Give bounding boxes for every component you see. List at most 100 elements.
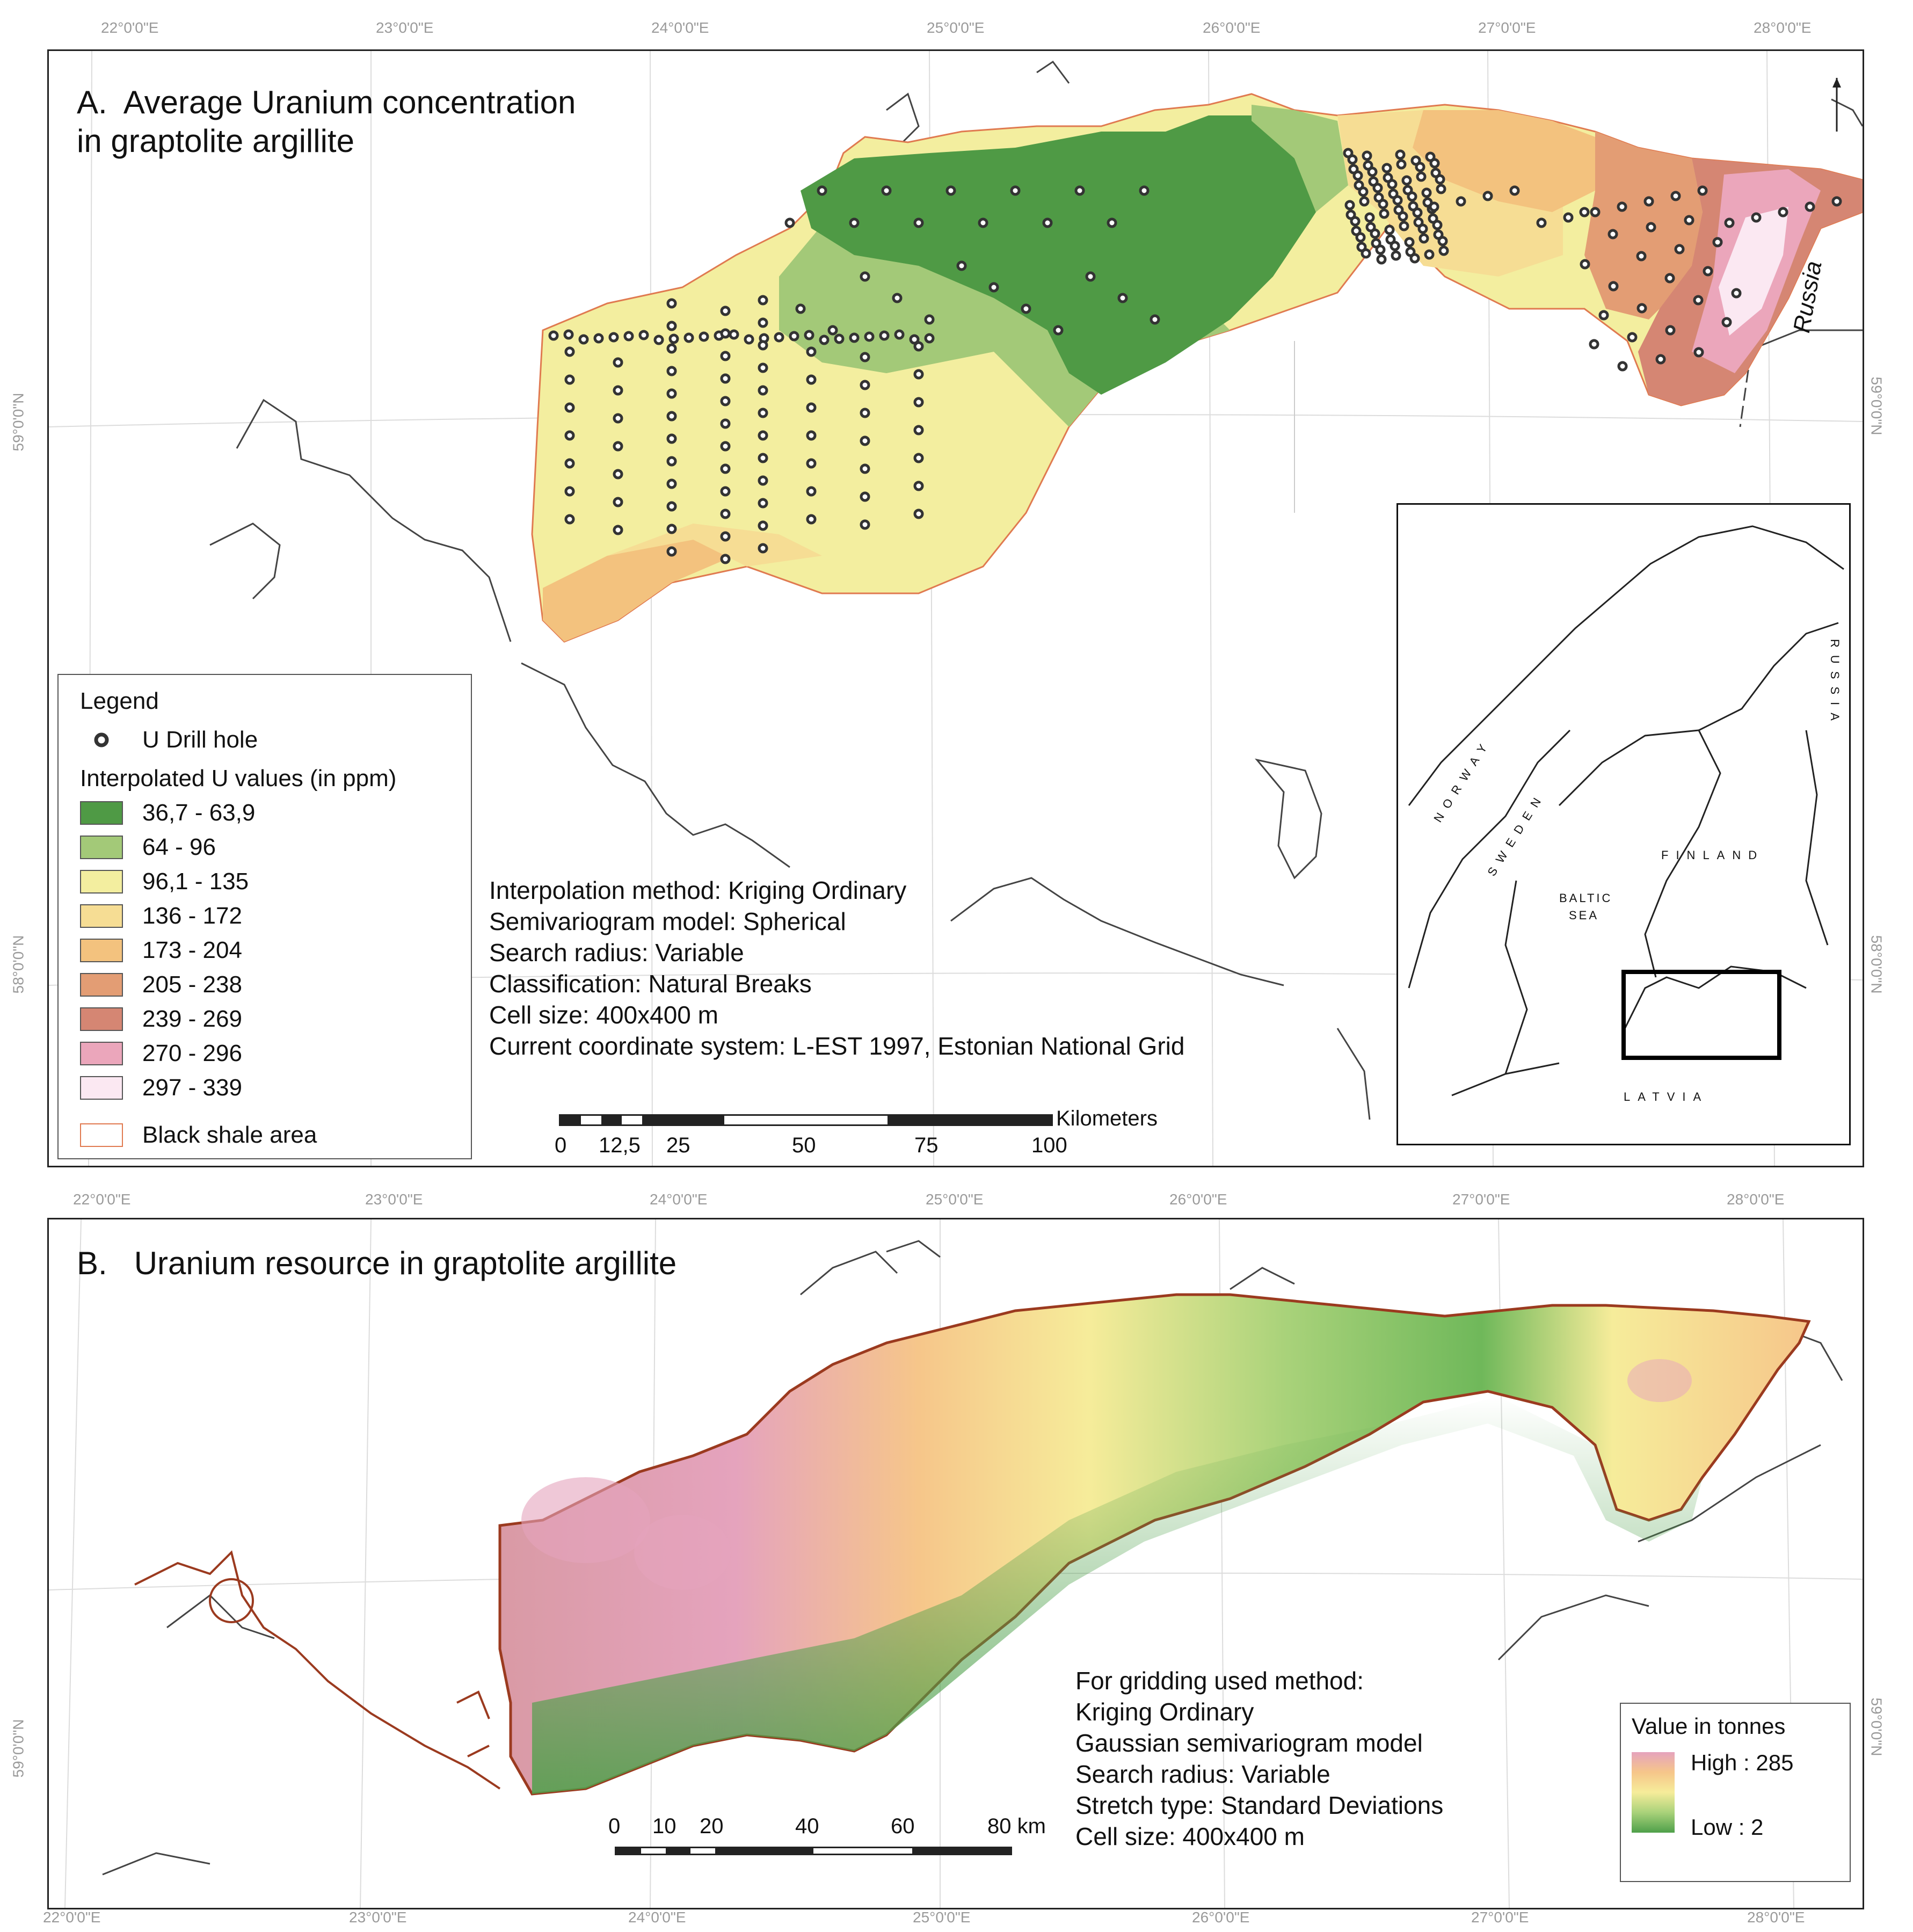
lat-label-59n-right-a: 59°0'0"N: [1868, 376, 1885, 435]
drill-hole-marker: [1085, 271, 1096, 282]
surface-class-salmon-east: [1584, 132, 1703, 319]
drill-hole-marker: [864, 331, 875, 342]
drill-hole-marker: [1344, 200, 1355, 210]
drill-hole-marker: [1379, 208, 1390, 219]
drill-hole-marker: [720, 396, 731, 406]
drill-hole-marker: [720, 441, 731, 452]
drill-hole-marker: [668, 333, 679, 344]
drill-hole-marker: [806, 514, 817, 525]
drill-hole-marker: [1407, 191, 1417, 202]
drill-hole-marker: [758, 520, 768, 531]
drill-hole-marker: [1359, 196, 1370, 207]
drill-hole-marker: [1107, 217, 1117, 228]
panel-b-resource-surface: [498, 1293, 1811, 1796]
drill-hole-marker: [1376, 254, 1387, 265]
panel-a-title: A. Average Uranium concentration in grap…: [77, 83, 576, 161]
drill-hole-marker: [1398, 211, 1408, 222]
legend-drill-hole-label: U Drill hole: [142, 727, 258, 753]
drill-hole-marker: [1390, 241, 1400, 251]
drill-hole-marker: [913, 425, 924, 435]
drill-hole-marker: [1436, 184, 1446, 194]
drill-hole-marker: [795, 303, 806, 314]
panel-b-coastline: [102, 1240, 1843, 1876]
drill-hole-marker: [1415, 162, 1425, 172]
drill-hole-marker: [913, 217, 924, 228]
drill-hole-marker: [1697, 185, 1708, 196]
legend-class-swatch: [80, 939, 123, 962]
drill-hole-marker: [1372, 183, 1383, 193]
inset-label-russia: RUSSIA: [1828, 639, 1842, 728]
lon-label-25e-top-a: 25°0'0"E: [927, 19, 985, 36]
drill-hole-marker: [892, 293, 903, 303]
surface-class-white-pink-east: [1719, 207, 1788, 336]
legend-row-class: 205 - 238: [80, 971, 242, 998]
legend-class-label: 64 - 96: [142, 834, 216, 860]
value-legend-high: High : 285: [1691, 1750, 1794, 1775]
panel-b-scale-tick-0: 0: [608, 1814, 621, 1838]
panel-a-title-line2: in graptolite argillite: [77, 123, 354, 159]
lon-label-25e-mid: 25°0'0"E: [926, 1191, 984, 1208]
drill-hole-marker: [1378, 199, 1388, 209]
drill-hole-marker: [789, 331, 799, 342]
drill-hole-marker: [1421, 187, 1432, 198]
drill-hole-marker: [578, 334, 589, 345]
drill-hole-marker: [1347, 154, 1358, 165]
panel-a-note-cell-size: Cell size: 400x400 m: [489, 1001, 718, 1029]
panel-a-scalebar: [559, 1114, 1053, 1126]
drill-hole-marker: [720, 351, 731, 361]
drill-hole-marker: [758, 498, 768, 509]
drill-hole-marker: [945, 185, 956, 196]
north-arrow-icon: [1832, 78, 1841, 132]
legend-class-label: 297 - 339: [142, 1074, 242, 1101]
inset-coastlines: [1408, 525, 1844, 1096]
drill-hole-marker: [1617, 361, 1628, 372]
lat-label-58n-right-a: 58°0'0"N: [1868, 935, 1885, 994]
lat-label-59n-left-b: 59°0'0"N: [10, 1719, 27, 1778]
drill-hole-marker: [1392, 195, 1403, 206]
drill-hole-marker: [1831, 196, 1842, 207]
drill-hole-marker: [1419, 233, 1429, 244]
drill-hole-marker: [1412, 207, 1423, 218]
drill-hole-marker: [956, 260, 967, 271]
panel-a-legend: Legend U Drill hole Interpolated U value…: [57, 674, 472, 1159]
drill-hole-marker: [1395, 149, 1406, 160]
value-legend-low: Low : 2: [1691, 1814, 1764, 1840]
drill-hole-symbol-icon: [94, 732, 109, 747]
drill-hole-marker: [860, 435, 870, 446]
drill-hole-marker: [564, 458, 575, 469]
drill-hole-marker: [613, 525, 623, 535]
legend-class-label: 239 - 269: [142, 1006, 242, 1032]
drill-hole-marker: [1580, 259, 1590, 270]
drill-hole-marker: [666, 388, 677, 399]
drill-hole-marker: [1432, 220, 1443, 230]
value-legend-ramp: [1632, 1752, 1675, 1833]
drill-hole-marker: [720, 328, 731, 339]
drill-hole-marker: [666, 366, 677, 376]
legend-class-label: 270 - 296: [142, 1040, 242, 1066]
legend-row-class: 96,1 - 135: [80, 868, 249, 895]
legend-class-label: 136 - 172: [142, 903, 242, 929]
panel-b-method-notes: For gridding used method: Kriging Ordina…: [1075, 1665, 1443, 1852]
drill-hole-marker: [860, 519, 870, 530]
lat-label-58n-left-a: 58°0'0"N: [10, 935, 27, 994]
panel-b-resource-map: B. Uranium resource in graptolite argill…: [47, 1218, 1864, 1909]
surface-class-dark-green: [801, 115, 1316, 395]
legend-class-swatch: [80, 973, 123, 997]
drill-hole-marker: [988, 282, 999, 293]
legend-row-class: 297 - 339: [80, 1074, 242, 1101]
drill-hole-marker: [1721, 317, 1732, 328]
legend-class-swatch: [80, 904, 123, 928]
panel-b-map-canvas: [49, 1219, 1863, 1908]
drill-hole-marker: [913, 369, 924, 380]
panel-a-interpolated-surface: [531, 93, 1863, 643]
panel-a-scale-tick-50: 50: [792, 1134, 816, 1157]
lat-label-59n-right-b: 59°0'0"N: [1868, 1697, 1885, 1756]
drill-hole-marker: [881, 185, 892, 196]
drill-hole-marker: [1590, 207, 1601, 217]
panel-a-note-coordinate-system: Current coordinate system: L-EST 1997, E…: [489, 1032, 1185, 1060]
panel-b-note-cell-size: Cell size: 400x400 m: [1075, 1822, 1305, 1850]
drill-hole-marker: [720, 554, 731, 564]
lon-label-26e-top-a: 26°0'0"E: [1203, 19, 1261, 36]
legend-row-class: 239 - 269: [80, 1006, 242, 1033]
legend-class-swatch: [80, 801, 123, 825]
